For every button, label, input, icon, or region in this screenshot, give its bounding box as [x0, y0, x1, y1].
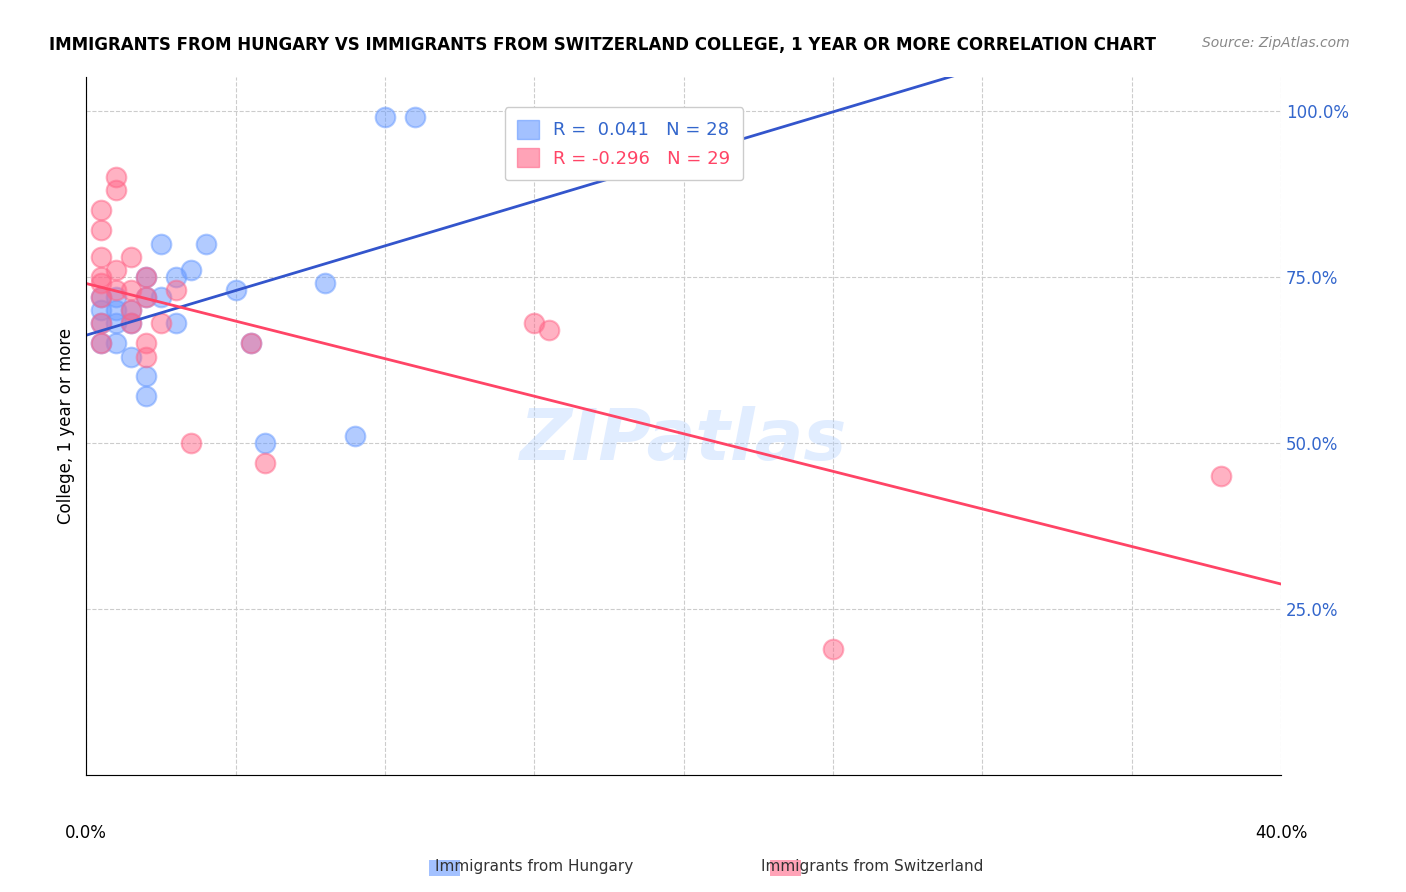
- Point: [149, 236, 172, 251]
- Point: [90, 290, 112, 304]
- Text: IMMIGRANTS FROM HUNGARY VS IMMIGRANTS FROM SWITZERLAND COLLEGE, 1 YEAR OR MORE C: IMMIGRANTS FROM HUNGARY VS IMMIGRANTS FR…: [49, 36, 1156, 54]
- Point: [135, 389, 157, 403]
- Point: [135, 269, 157, 284]
- Point: [90, 277, 112, 291]
- Text: 40.0%: 40.0%: [1254, 824, 1308, 842]
- Point: [1211, 469, 1233, 483]
- Point: [90, 290, 112, 304]
- Point: [135, 336, 157, 351]
- Point: [105, 283, 128, 297]
- Point: [90, 316, 112, 330]
- Point: [374, 111, 396, 125]
- Legend: R =  0.041   N = 28, R = -0.296   N = 29: R = 0.041 N = 28, R = -0.296 N = 29: [505, 107, 744, 180]
- Point: [225, 283, 247, 297]
- Point: [239, 336, 262, 351]
- Point: [135, 290, 157, 304]
- Point: [120, 350, 142, 364]
- Point: [821, 642, 844, 657]
- Point: [165, 269, 187, 284]
- Y-axis label: College, 1 year or more: College, 1 year or more: [58, 328, 75, 524]
- Point: [105, 290, 128, 304]
- Point: [90, 269, 112, 284]
- Point: [180, 436, 202, 450]
- Text: Source: ZipAtlas.com: Source: ZipAtlas.com: [1202, 36, 1350, 50]
- Point: [105, 183, 128, 197]
- Point: [120, 316, 142, 330]
- Point: [135, 350, 157, 364]
- Point: [105, 170, 128, 185]
- Point: [90, 336, 112, 351]
- Point: [105, 263, 128, 277]
- Point: [135, 269, 157, 284]
- Text: 0.0%: 0.0%: [65, 824, 107, 842]
- Point: [105, 316, 128, 330]
- Point: [344, 429, 367, 443]
- Point: [538, 323, 561, 337]
- Point: [254, 436, 277, 450]
- Point: [120, 316, 142, 330]
- Point: [120, 283, 142, 297]
- Point: [254, 456, 277, 470]
- Text: ZIPatlas: ZIPatlas: [520, 406, 848, 475]
- Point: [194, 236, 217, 251]
- Point: [165, 316, 187, 330]
- Point: [120, 250, 142, 264]
- Point: [135, 369, 157, 384]
- Point: [90, 223, 112, 237]
- Point: [149, 290, 172, 304]
- Text: Immigrants from Switzerland: Immigrants from Switzerland: [761, 859, 983, 874]
- Point: [90, 203, 112, 218]
- Point: [120, 303, 142, 318]
- Point: [165, 283, 187, 297]
- Point: [90, 316, 112, 330]
- Point: [105, 336, 128, 351]
- Point: [404, 111, 426, 125]
- Point: [120, 303, 142, 318]
- Point: [135, 290, 157, 304]
- Text: Immigrants from Hungary: Immigrants from Hungary: [434, 859, 634, 874]
- Point: [180, 263, 202, 277]
- Point: [90, 250, 112, 264]
- Point: [523, 316, 546, 330]
- Point: [239, 336, 262, 351]
- Point: [90, 303, 112, 318]
- Point: [105, 303, 128, 318]
- Point: [90, 336, 112, 351]
- Point: [314, 277, 336, 291]
- Point: [149, 316, 172, 330]
